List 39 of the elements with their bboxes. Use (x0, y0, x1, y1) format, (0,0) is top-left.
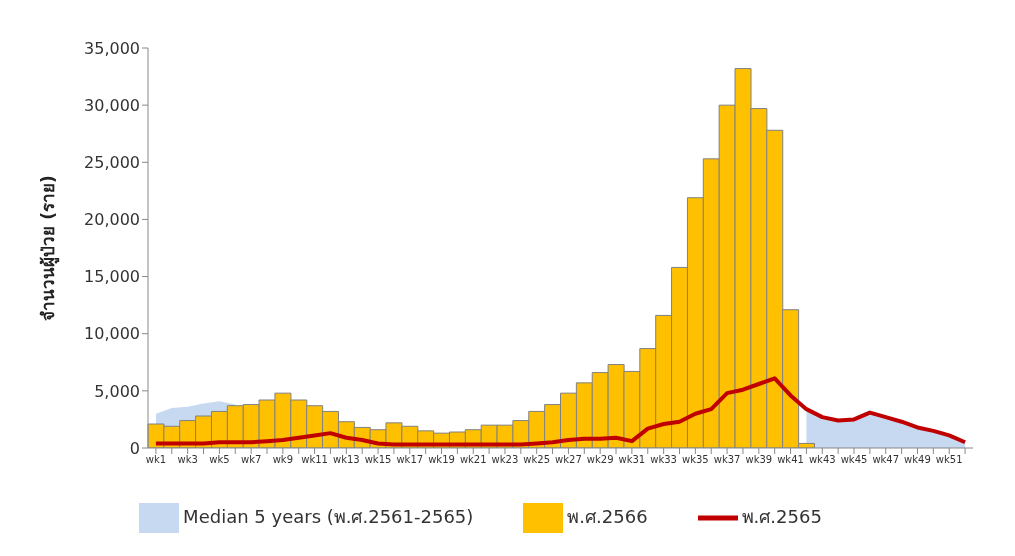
x-tick-label: wk25 (523, 454, 551, 466)
legend-label: Median 5 years (พ.ศ.2561-2565) (183, 506, 474, 527)
y-tick-label: 0 (129, 438, 140, 458)
legend-label: พ.ศ.2565 (741, 506, 822, 527)
x-tick-label: wk49 (904, 454, 931, 466)
x-tick-label: wk45 (840, 454, 868, 466)
y-tick-label: 15,000 (84, 267, 140, 287)
x-tick-label: wk1 (145, 454, 167, 466)
x-tick-label: wk3 (177, 454, 198, 466)
x-tick-label: wk7 (240, 454, 262, 466)
y-tick-label: 25,000 (84, 152, 140, 172)
y-tick-label: 30,000 (84, 95, 140, 115)
y-tick-label: 5,000 (94, 381, 140, 401)
x-tick-label: wk33 (650, 454, 677, 466)
x-tick-label: wk43 (808, 454, 836, 466)
x-tick-label: wk39 (745, 454, 773, 466)
x-tick-label: wk21 (459, 454, 487, 466)
x-tick-label: wk13 (332, 454, 360, 466)
x-tick-label: wk35 (682, 454, 709, 466)
x-tick-label: wk29 (586, 454, 614, 466)
x-tick-label: wk19 (428, 454, 455, 466)
x-tick-label: wk47 (872, 454, 900, 466)
x-tick-label: wk31 (618, 454, 646, 466)
x-tick-label: wk37 (713, 454, 741, 466)
y-axis-title: จำนวนผู้ป่วย (ราย) (38, 175, 61, 321)
x-tick-label: wk11 (301, 454, 328, 466)
line-series (153, 376, 968, 447)
x-tick-label: wk9 (272, 454, 294, 466)
x-tick-label: wk27 (555, 454, 582, 466)
y-tick-label: 35,000 (84, 38, 140, 58)
x-tick-label: wk51 (935, 454, 963, 466)
y-tick-label: 20,000 (84, 210, 140, 230)
x-tick-label: wk41 (777, 454, 804, 466)
x-tick-label: wk15 (364, 454, 392, 466)
x-tick-label: wk17 (396, 454, 424, 466)
y-tick-label: 10,000 (84, 324, 140, 344)
x-tick-label: wk23 (491, 454, 519, 466)
legend-label: พ.ศ.2566 (567, 506, 648, 527)
x-tick-label: wk5 (209, 454, 230, 466)
